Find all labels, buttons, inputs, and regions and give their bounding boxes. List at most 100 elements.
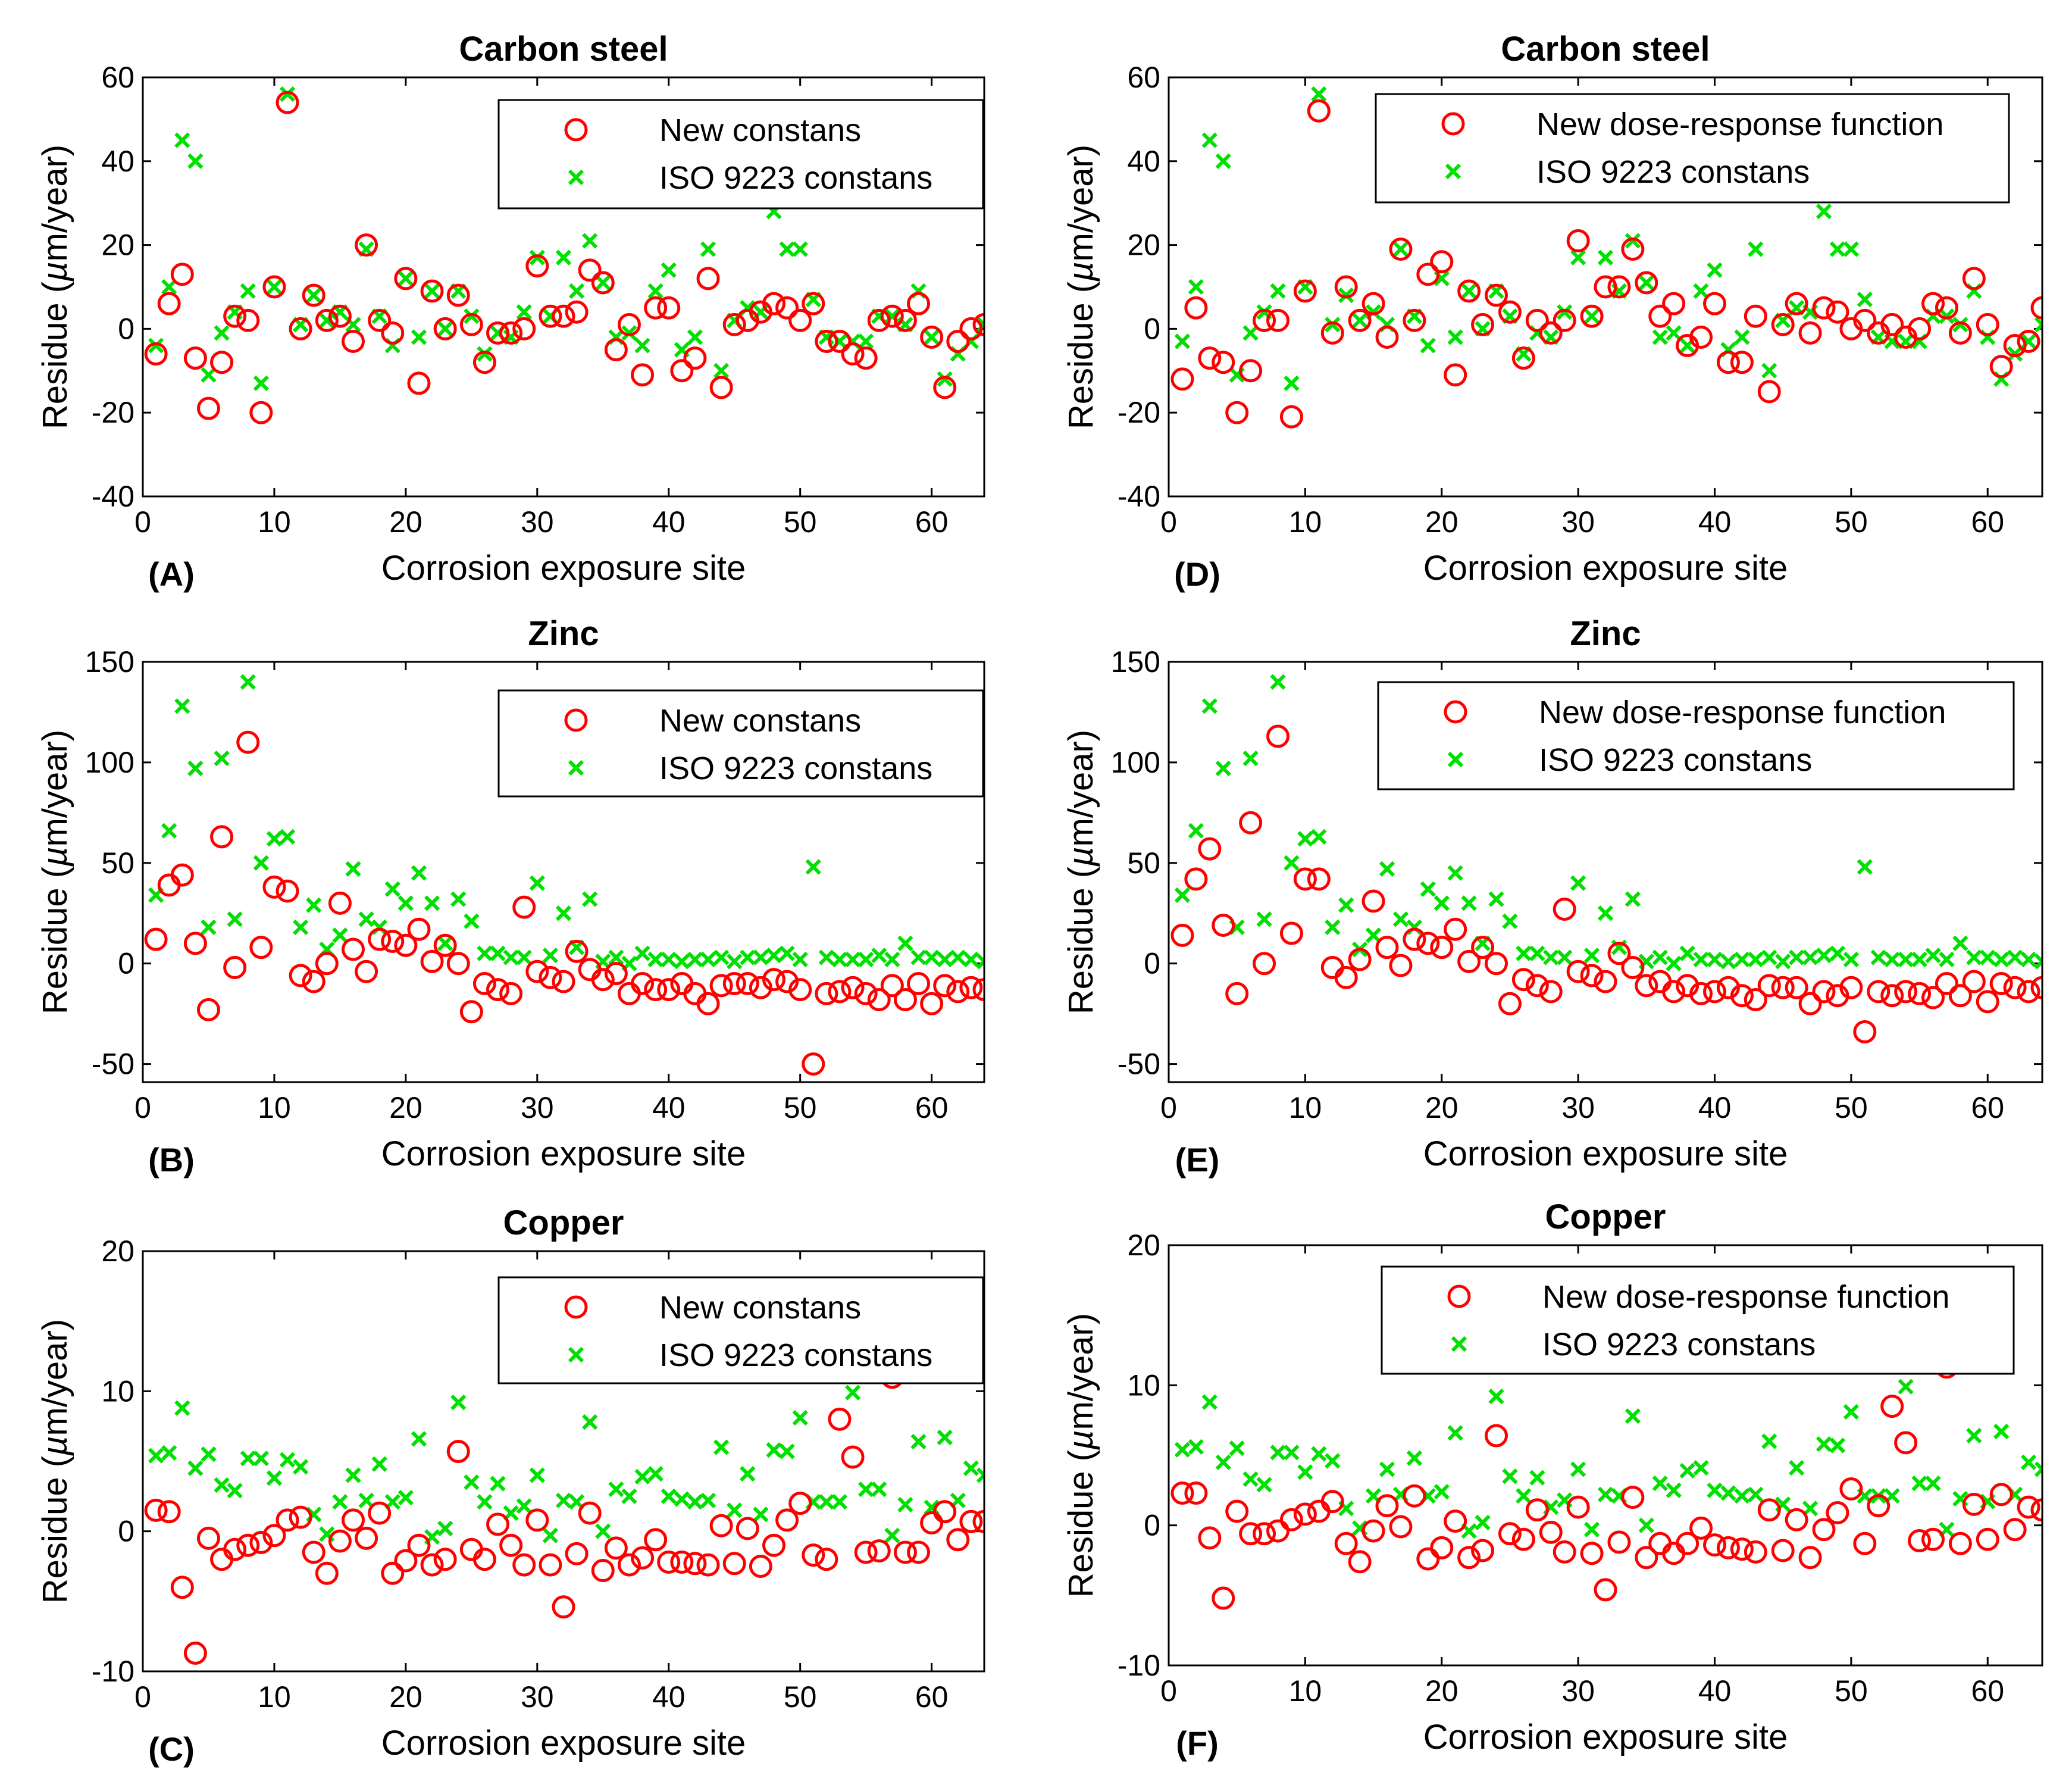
x-tick-label: 40 [1698,1674,1732,1708]
cross-stroke [924,1499,940,1515]
cross-stroke [608,1481,624,1498]
cross-stroke [398,1490,414,1506]
data-point-circle [1908,982,1932,1005]
cross-stroke [568,1494,585,1510]
cross-stroke [700,951,716,968]
data-point-circle [788,978,812,1002]
data-point-cross [490,1476,506,1492]
data-point-cross [910,949,927,965]
data-point-cross [595,274,611,291]
data-point-cross [2007,949,2023,965]
cross-stroke [844,1384,861,1401]
data-point-circle [907,1540,931,1564]
data-point-cross [1748,1486,1764,1503]
data-point-cross [661,1488,677,1504]
data-point-cross [753,949,769,965]
data-point-circle [144,927,168,951]
data-point-cross [937,951,953,968]
axes-box [142,661,985,1083]
cross-stroke [227,911,243,927]
cross-stroke [214,1477,230,1493]
cross-stroke [319,1526,335,1542]
data-point-cross [1242,751,1259,767]
cross-stroke [1816,948,1832,964]
cross-stroke [1652,329,1668,345]
data-point-cross [1625,891,1641,907]
cross-stroke [1406,1450,1422,1466]
x-axis-label: Corrosion exposure site [1423,1134,1788,1173]
data-point-circle [262,875,286,899]
data-point-circle [1757,974,1781,998]
cross-stroke [740,949,756,965]
cross-stroke [937,951,953,968]
x-tick-label: 50 [784,1680,817,1714]
data-point-cross [937,371,953,387]
data-point-circle [1511,346,1535,370]
data-point-circle [223,955,247,979]
cross-stroke [1666,1482,1682,1498]
cross-stroke [687,1494,703,1510]
data-point-cross [1502,1468,1518,1484]
x-tick-label: 10 [1289,1091,1322,1124]
cross-stroke [1284,855,1300,871]
cross-stroke [2034,322,2042,333]
data-point-circle [1744,1540,1767,1564]
data-point-circle [591,968,615,992]
data-point-circle [1198,1526,1222,1550]
data-point-cross [1229,1440,1245,1456]
data-marks [1170,86,2042,429]
x-tick-label: 60 [915,1091,949,1124]
cross-stroke [1488,1389,1504,1405]
cross-stroke [963,951,979,968]
chart-title: Zinc [1570,614,1641,653]
data-point-circle [644,1528,668,1552]
data-marks [144,86,984,424]
data-point-cross [1392,911,1409,927]
data-point-cross [1911,1475,1927,1492]
data-point-circle [815,1548,838,1571]
data-point-circle [1553,308,1576,332]
legend-label: ISO 9223 constans [1536,154,1810,190]
data-point-circle [880,304,904,328]
data-point-cross [174,698,190,714]
cross-stroke [1392,911,1409,927]
x-axis-label: Corrosion exposure site [381,1724,746,1762]
data-point-circle [1279,921,1303,945]
data-point-cross [1829,241,1846,257]
data-point-cross [490,945,506,961]
data-point-circle [1307,1499,1331,1523]
data-point-cross [963,951,979,968]
cross-stroke [1379,1461,1395,1477]
data-point-circle [1334,965,1358,989]
x-tick-label: 10 [1289,1674,1322,1708]
chart-title: Copper [503,1204,624,1242]
data-point-circle [1212,1586,1235,1610]
data-point-cross [1789,949,1805,965]
data-point-cross [792,1409,808,1426]
cross-stroke [727,954,743,970]
data-point-circle [762,1533,785,1557]
cross-stroke [1993,951,2010,968]
cross-stroke [910,949,927,965]
data-point-cross [516,949,532,965]
legend-marker-cross [1447,751,1464,768]
cross-stroke [1201,1394,1217,1410]
data-point-circle [236,1533,260,1557]
cross-stroke [1174,887,1191,903]
data-point-cross [740,949,756,965]
cross-stroke [1325,1453,1341,1469]
data-point-circle [1771,312,1795,336]
data-point-circle [2003,334,2027,358]
data-point-circle [1525,974,1549,998]
x-tick-label: 0 [1160,1674,1177,1708]
cross-stroke [1583,1521,1600,1537]
data-point-cross [1570,1461,1586,1477]
cross-stroke [1939,308,1955,324]
data-point-cross [1625,233,1641,249]
data-point-cross [1420,337,1436,354]
data-point-circle [1867,1494,1891,1518]
data-point-cross [1734,1488,1750,1504]
data-point-circle [1839,976,1863,999]
y-tick-label: -40 [1118,480,1160,513]
